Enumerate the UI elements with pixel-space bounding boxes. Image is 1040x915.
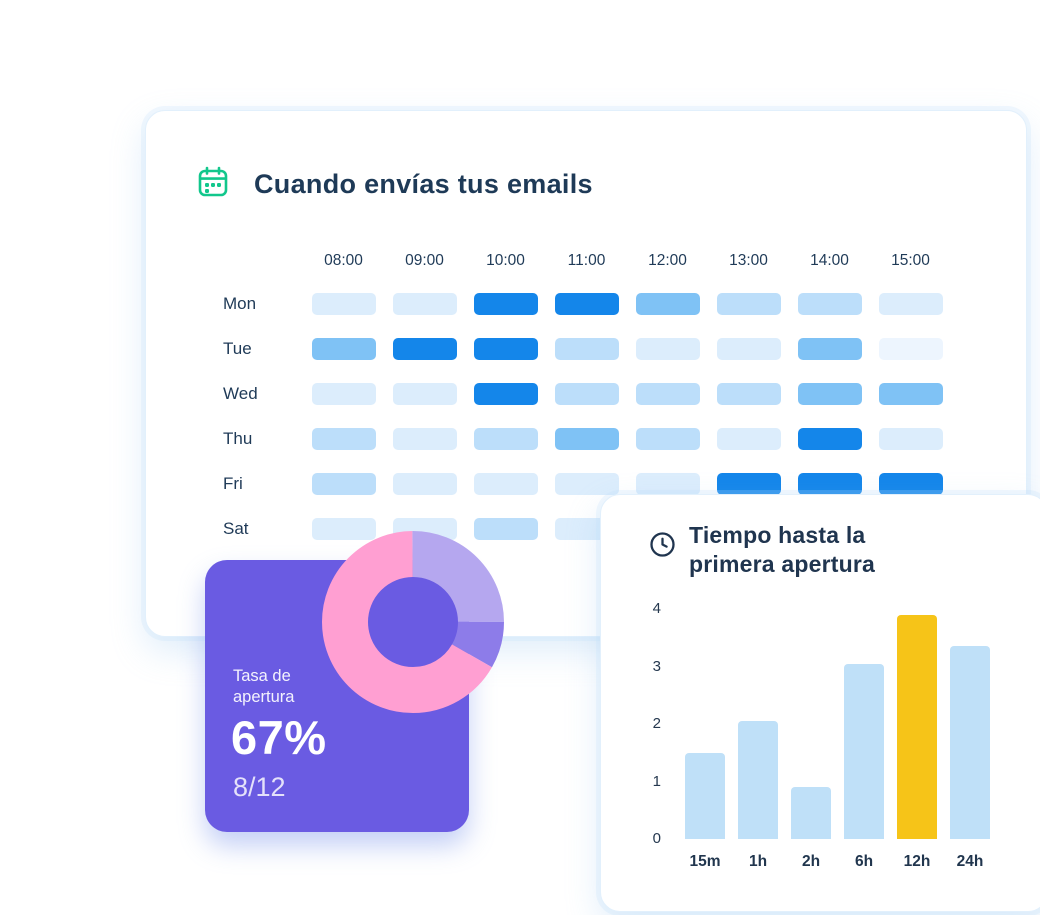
heatmap-cell bbox=[716, 292, 781, 315]
heatmap-cell bbox=[878, 427, 943, 450]
heatmap-cell bbox=[473, 382, 538, 405]
heatmap-cell bbox=[716, 472, 781, 495]
heatmap-cell bbox=[311, 427, 376, 450]
heatmap-cell bbox=[797, 337, 862, 360]
bar-2h bbox=[791, 787, 831, 839]
heatmap-cell bbox=[878, 472, 943, 495]
heatmap-cell bbox=[797, 427, 862, 450]
heatmap-hour-label: 14:00 bbox=[810, 252, 849, 269]
heatmap-cell bbox=[473, 427, 538, 450]
heatmap-cell bbox=[392, 382, 457, 405]
y-axis-tick-label: 4 bbox=[652, 600, 661, 617]
heatmap-cell bbox=[635, 382, 700, 405]
open-rate-value: 67% bbox=[231, 711, 327, 764]
heatmap-hour-label: 09:00 bbox=[405, 252, 444, 269]
heatmap-cell bbox=[311, 382, 376, 405]
heatmap-cell bbox=[554, 337, 619, 360]
heatmap-day-label: Mon bbox=[223, 293, 257, 313]
x-axis-label-1h: 1h bbox=[748, 853, 768, 870]
heatmap-cell bbox=[797, 292, 862, 315]
heatmap-corner bbox=[223, 241, 303, 281]
heatmap-cell bbox=[311, 292, 376, 315]
heatmap-day-label: Wed bbox=[223, 383, 258, 403]
heatmap-cell bbox=[716, 427, 781, 450]
heatmap-cell bbox=[716, 337, 781, 360]
first-open-bar-chart: 4 3 2 1 0 15m 1h 2h 6h 12h 24h bbox=[601, 495, 1040, 911]
x-axis-label-24h: 24h bbox=[956, 853, 984, 870]
send-times-title: Cuando envías tus emails bbox=[254, 169, 593, 199]
heatmap-cell bbox=[473, 292, 538, 315]
bar-15m bbox=[685, 752, 725, 839]
heatmap-day-label: Sat bbox=[223, 518, 249, 538]
heatmap-cell bbox=[392, 472, 457, 495]
heatmap-cell bbox=[392, 292, 457, 315]
heatmap-cell bbox=[635, 337, 700, 360]
heatmap-cell bbox=[878, 337, 943, 360]
heatmap-cell bbox=[554, 427, 619, 450]
clock-icon bbox=[649, 531, 676, 558]
open-rate-label: Tasa de apertura bbox=[233, 667, 295, 706]
heatmap-cell bbox=[311, 472, 376, 495]
heatmap-day-label: Thu bbox=[223, 428, 253, 448]
heatmap-cell bbox=[878, 292, 943, 315]
y-axis-tick-label: 3 bbox=[652, 657, 661, 675]
heatmap-hour-label: 12:00 bbox=[648, 252, 687, 269]
bar-12h bbox=[897, 614, 937, 839]
x-axis-label-6h: 6h bbox=[854, 853, 874, 870]
heatmap-cell bbox=[554, 292, 619, 315]
calendar-icon bbox=[196, 165, 230, 204]
heatmap-cell bbox=[554, 382, 619, 405]
heatmap-cell bbox=[311, 337, 376, 360]
send-times-header: Cuando envías tus emails bbox=[196, 165, 593, 204]
heatmap-cell bbox=[473, 472, 538, 495]
x-axis-label-15m: 15m bbox=[689, 853, 721, 870]
heatmap-hour-label: 10:00 bbox=[486, 252, 525, 269]
heatmap-cell bbox=[392, 427, 457, 450]
heatmap-cell bbox=[635, 472, 700, 495]
donut-segment-purple bbox=[322, 531, 504, 713]
heatmap-hour-label: 11:00 bbox=[567, 252, 606, 269]
donut-segment-pink bbox=[322, 531, 504, 713]
first-open-title: Tiempo hasta la primera apertura bbox=[689, 522, 875, 577]
y-axis-tick-label: 1 bbox=[652, 772, 661, 790]
heatmap-day-label: Fri bbox=[223, 473, 243, 493]
heatmap-cell bbox=[878, 382, 943, 405]
heatmap-cell bbox=[797, 472, 862, 495]
heatmap-cell bbox=[311, 517, 376, 540]
open-rate-donut-chart bbox=[320, 529, 506, 715]
y-axis-tick-label: 0 bbox=[652, 830, 661, 847]
open-rate-fraction: 8/12 bbox=[233, 772, 286, 802]
y-axis-tick-label: 2 bbox=[652, 715, 661, 732]
x-axis-label-2h: 2h bbox=[801, 853, 821, 870]
heatmap-hour-label: 08:00 bbox=[324, 252, 363, 269]
heatmap-cell bbox=[797, 382, 862, 405]
heatmap-cell bbox=[554, 472, 619, 495]
heatmap-cell bbox=[635, 292, 700, 315]
bar-6h bbox=[844, 663, 884, 839]
heatmap-hour-label: 13:00 bbox=[729, 252, 768, 269]
bar-1h bbox=[738, 721, 778, 839]
x-axis-label-12h: 12h bbox=[903, 853, 931, 870]
heatmap-cell bbox=[392, 337, 457, 360]
heatmap-cell bbox=[473, 517, 538, 540]
heatmap-cell bbox=[716, 382, 781, 405]
first-open-card: Tiempo hasta la primera apertura 4 3 2 1 0 15… bbox=[600, 494, 1040, 912]
heatmap-cell bbox=[635, 427, 700, 450]
heatmap-day-label: Tue bbox=[223, 338, 252, 358]
heatmap-hour-label: 15:00 bbox=[891, 252, 930, 269]
heatmap-cell bbox=[473, 337, 538, 360]
bar-24h bbox=[950, 646, 990, 839]
